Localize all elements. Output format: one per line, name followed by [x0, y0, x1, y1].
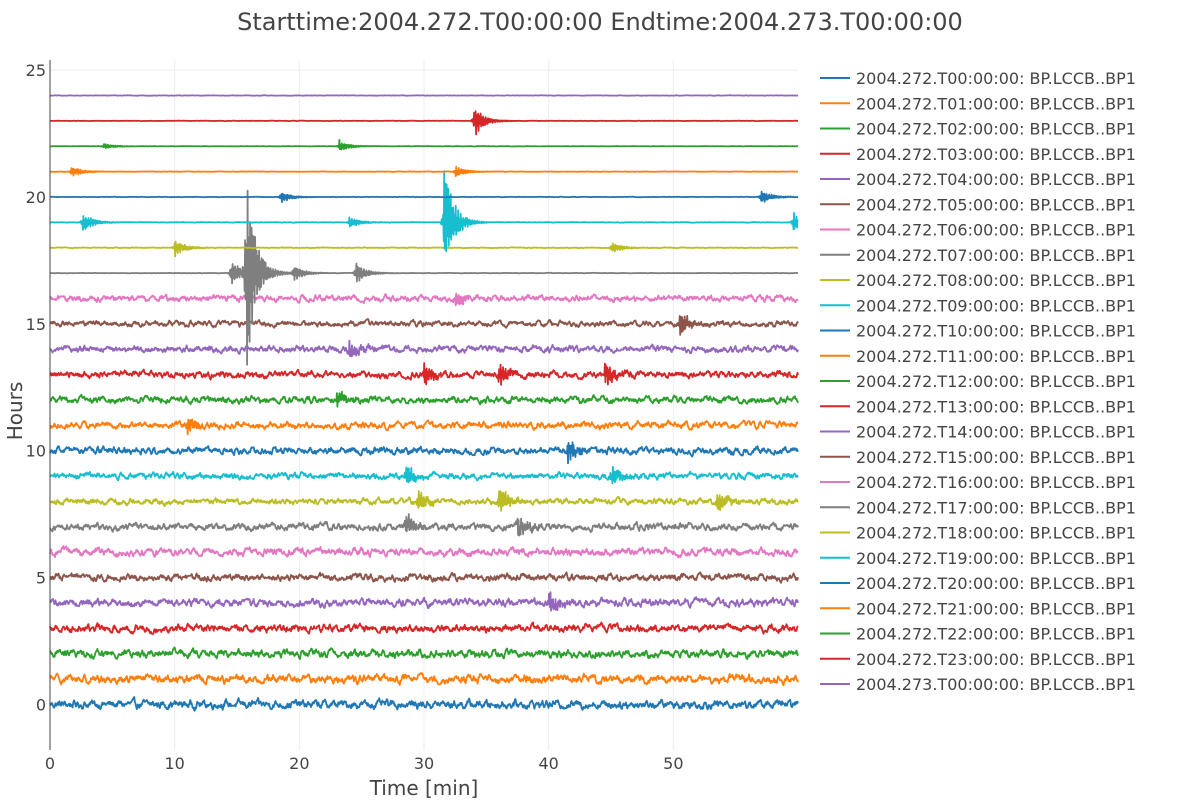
legend-label: 2004.272.T01:00:00: BP.LCCB..BP1 — [856, 94, 1136, 113]
legend-item[interactable]: 2004.272.T18:00:00: BP.LCCB..BP1 — [820, 524, 1136, 543]
legend-label: 2004.272.T06:00:00: BP.LCCB..BP1 — [856, 221, 1136, 240]
legend-item[interactable]: 2004.272.T19:00:00: BP.LCCB..BP1 — [820, 549, 1136, 568]
trace-line — [49, 646, 799, 660]
trace-line — [49, 571, 799, 584]
y-tick-label: 10 — [26, 442, 46, 461]
legend-item[interactable]: 2004.272.T16:00:00: BP.LCCB..BP1 — [820, 473, 1136, 492]
legend-item[interactable]: 2004.272.T05:00:00: BP.LCCB..BP1 — [820, 195, 1136, 214]
trace-line — [49, 189, 799, 366]
legend-item[interactable]: 2004.272.T23:00:00: BP.LCCB..BP1 — [820, 650, 1136, 669]
trace-line — [49, 190, 799, 203]
legend-item[interactable]: 2004.272.T10:00:00: BP.LCCB..BP1 — [820, 322, 1136, 341]
trace-line — [49, 621, 799, 635]
x-tick-label: 0 — [45, 754, 55, 773]
legend-label: 2004.272.T02:00:00: BP.LCCB..BP1 — [856, 120, 1136, 139]
legend-label: 2004.272.T23:00:00: BP.LCCB..BP1 — [856, 650, 1136, 669]
y-tick-label: 25 — [26, 61, 46, 80]
legend-item[interactable]: 2004.272.T09:00:00: BP.LCCB..BP1 — [820, 296, 1136, 315]
legend-label: 2004.272.T21:00:00: BP.LCCB..BP1 — [856, 599, 1136, 618]
x-tick-label: 40 — [538, 754, 558, 773]
trace-lines — [49, 94, 799, 712]
legend[interactable]: 2004.272.T00:00:00: BP.LCCB..BP1 2004.272… — [820, 69, 1136, 694]
legend-item[interactable]: 2004.272.T12:00:00: BP.LCCB..BP1 — [820, 372, 1136, 391]
legend-item[interactable]: 2004.273.T00:00:00: BP.LCCB..BP1 — [820, 675, 1136, 694]
legend-item[interactable]: 2004.272.T21:00:00: BP.LCCB..BP1 — [820, 599, 1136, 618]
legend-item[interactable]: 2004.272.T04:00:00: BP.LCCB..BP1 — [820, 170, 1136, 189]
trace-line — [49, 672, 799, 687]
legend-item[interactable]: 2004.272.T22:00:00: BP.LCCB..BP1 — [820, 625, 1136, 644]
trace-line — [49, 390, 799, 408]
trace-line — [49, 441, 799, 465]
legend-label: 2004.272.T00:00:00: BP.LCCB..BP1 — [856, 69, 1136, 88]
trace-line — [49, 94, 799, 97]
trace-line — [49, 591, 799, 612]
x-tick-label: 10 — [164, 754, 184, 773]
trace-line — [49, 240, 799, 258]
chart-title: Starttime:2004.272.T00:00:00 Endtime:200… — [237, 8, 963, 36]
trace-line — [49, 110, 799, 136]
trace-line — [49, 490, 799, 512]
x-tick-label: 30 — [414, 754, 434, 773]
legend-label: 2004.272.T03:00:00: BP.LCCB..BP1 — [856, 145, 1136, 164]
legend-label: 2004.272.T05:00:00: BP.LCCB..BP1 — [856, 195, 1136, 214]
legend-label: 2004.272.T14:00:00: BP.LCCB..BP1 — [856, 423, 1136, 442]
y-tick-label: 5 — [36, 569, 46, 588]
legend-label: 2004.272.T18:00:00: BP.LCCB..BP1 — [856, 524, 1136, 543]
x-axis-title: Time [min] — [369, 776, 479, 800]
legend-item[interactable]: 2004.272.T14:00:00: BP.LCCB..BP1 — [820, 423, 1136, 442]
legend-item[interactable]: 2004.272.T20:00:00: BP.LCCB..BP1 — [820, 574, 1136, 593]
legend-label: 2004.273.T00:00:00: BP.LCCB..BP1 — [856, 675, 1136, 694]
legend-label: 2004.272.T04:00:00: BP.LCCB..BP1 — [856, 170, 1136, 189]
trace-line — [49, 170, 799, 253]
legend-label: 2004.272.T20:00:00: BP.LCCB..BP1 — [856, 574, 1136, 593]
trace-line — [49, 292, 799, 307]
x-tick-label: 20 — [289, 754, 309, 773]
y-tick-label: 0 — [36, 695, 46, 714]
x-tick-label: 50 — [663, 754, 683, 773]
trace-line — [49, 339, 799, 358]
trace-line — [49, 362, 799, 386]
trace-line — [49, 513, 799, 537]
legend-label: 2004.272.T10:00:00: BP.LCCB..BP1 — [856, 322, 1136, 341]
legend-label: 2004.272.T09:00:00: BP.LCCB..BP1 — [856, 296, 1136, 315]
trace-line — [49, 165, 799, 178]
y-tick-label: 15 — [26, 315, 46, 334]
legend-item[interactable]: 2004.272.T11:00:00: BP.LCCB..BP1 — [820, 347, 1136, 366]
axes: 0 10 20 30 40 50 0 5 10 15 20 25 — [26, 60, 684, 773]
legend-item[interactable]: 2004.272.T06:00:00: BP.LCCB..BP1 — [820, 221, 1136, 240]
legend-label: 2004.272.T13:00:00: BP.LCCB..BP1 — [856, 397, 1136, 416]
trace-line — [49, 418, 799, 436]
legend-item[interactable]: 2004.272.T13:00:00: BP.LCCB..BP1 — [820, 397, 1136, 416]
legend-label: 2004.272.T11:00:00: BP.LCCB..BP1 — [856, 347, 1136, 366]
y-tick-label: 20 — [26, 188, 46, 207]
trace-line — [49, 696, 799, 712]
trace-line — [49, 139, 799, 151]
legend-item[interactable]: 2004.272.T01:00:00: BP.LCCB..BP1 — [820, 94, 1136, 113]
legend-label: 2004.272.T17:00:00: BP.LCCB..BP1 — [856, 498, 1136, 517]
legend-item[interactable]: 2004.272.T00:00:00: BP.LCCB..BP1 — [820, 69, 1136, 88]
legend-item[interactable]: 2004.272.T07:00:00: BP.LCCB..BP1 — [820, 246, 1136, 265]
legend-label: 2004.272.T15:00:00: BP.LCCB..BP1 — [856, 448, 1136, 467]
trace-line — [49, 545, 799, 559]
legend-item[interactable]: 2004.272.T15:00:00: BP.LCCB..BP1 — [820, 448, 1136, 467]
legend-label: 2004.272.T08:00:00: BP.LCCB..BP1 — [856, 271, 1136, 290]
trace-line — [49, 314, 799, 336]
legend-item[interactable]: 2004.272.T02:00:00: BP.LCCB..BP1 — [820, 120, 1136, 139]
legend-label: 2004.272.T19:00:00: BP.LCCB..BP1 — [856, 549, 1136, 568]
legend-label: 2004.272.T16:00:00: BP.LCCB..BP1 — [856, 473, 1136, 492]
legend-label: 2004.272.T22:00:00: BP.LCCB..BP1 — [856, 625, 1136, 644]
legend-item[interactable]: 2004.272.T17:00:00: BP.LCCB..BP1 — [820, 498, 1136, 517]
gridlines — [50, 60, 798, 750]
y-axis-title: Hours — [3, 382, 27, 441]
legend-item[interactable]: 2004.272.T03:00:00: BP.LCCB..BP1 — [820, 145, 1136, 164]
legend-label: 2004.272.T12:00:00: BP.LCCB..BP1 — [856, 372, 1136, 391]
trace-line — [49, 465, 799, 485]
legend-label: 2004.272.T07:00:00: BP.LCCB..BP1 — [856, 246, 1136, 265]
legend-item[interactable]: 2004.272.T08:00:00: BP.LCCB..BP1 — [820, 271, 1136, 290]
